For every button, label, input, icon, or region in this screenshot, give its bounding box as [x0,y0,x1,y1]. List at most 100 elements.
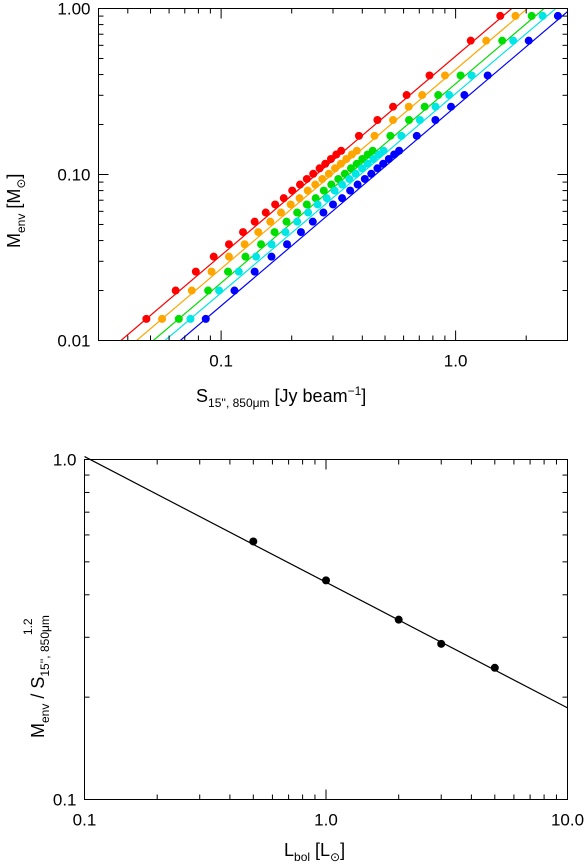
top-series-point [240,240,249,249]
top-series-point [363,159,372,168]
bottom-x-label-rest: [L [310,840,330,860]
top-y-label-rest: [M [4,189,24,214]
top-series-point [425,71,434,80]
top-series-point [209,252,218,261]
top-series-point [527,11,536,20]
top-series-point [368,146,377,155]
top-series-point [353,180,362,189]
top-series-point [447,102,456,111]
top-series-point [346,186,355,195]
top-series-point [405,115,414,124]
top-series-point [370,131,379,140]
top-series-point [389,115,398,124]
bottom-x-label-sun: ⊙ [330,850,340,864]
bottom-y-tick-label: 1.0 [53,451,77,470]
top-series-point [224,240,233,249]
bottom-y-tick-label: 0.1 [53,791,77,810]
top-series-point [281,228,290,237]
bottom-x-label-sub: bol [294,850,310,864]
bottom-data-point [322,576,330,585]
top-series-point [308,217,317,226]
top-series-point [286,200,295,209]
top-series-point [440,71,449,80]
top-series-point [191,267,200,276]
top-series-point [445,91,454,100]
top-series-point [224,267,233,276]
top-series-point [241,252,250,261]
bottom-y-label-main: M [28,723,48,738]
bottom-y-label-sub: env [38,704,52,723]
top-series-point [250,267,259,276]
top-y-label-main: M [4,233,24,248]
bottom-x-tick-label: 1.0 [314,811,338,830]
top-series-line [179,11,568,341]
top-series-point [498,36,507,45]
bottom-data-point [490,663,499,672]
top-series-point [142,314,151,323]
bottom-data-point [394,615,403,624]
top-series-point [467,71,476,80]
top-series-point [187,286,196,295]
bottom-data-point [249,537,258,546]
top-series-point [338,180,347,189]
top-series-point [322,194,331,203]
top-x-label-sub: 15'', 850μm [208,396,270,410]
top-series-point [386,131,395,140]
top-series-point [311,194,320,203]
top-series-point [553,11,562,20]
top-y-label-end: ] [4,174,24,179]
top-series-point [373,115,382,124]
top-series-point [336,159,345,168]
top-series-point [389,102,398,111]
top-series-point [224,252,233,261]
top-series-point [201,314,210,323]
bottom-series-layer [84,456,568,709]
top-series-point [319,208,328,217]
top-y-tick-label: 1.00 [57,0,90,19]
top-series-point [283,240,292,249]
top-series-point [282,217,291,226]
top-series-point [293,217,302,226]
top-series-point [397,131,406,140]
top-x-label-sup: −1 [348,384,362,398]
top-x-label-main: S [196,386,208,406]
top-tick-layer: 0.1 1.0 0.01 0.10 1.00 [57,0,568,371]
top-series-point [347,164,356,173]
bottom-panel: 0.1 1.0 10.0 0.1 1.0 Lbol [L⊙] Menv / S15'',… [21,451,584,865]
bottom-x-label-main: L [284,840,294,860]
top-series-point [252,252,261,261]
top-series-point [271,200,280,209]
top-series-point [330,186,339,195]
top-series-point [524,36,533,45]
top-series-point [509,36,518,45]
top-series-point [324,169,333,178]
top-series-point [345,174,354,183]
top-series-point [318,174,327,183]
top-series-point [384,154,393,163]
top-y-tick-label: 0.10 [57,166,90,185]
top-series-layer [119,8,568,341]
top-series-point [431,102,440,111]
top-series-point [358,154,367,163]
top-series-point [352,159,361,168]
top-series-point [204,286,213,295]
bottom-y-label-sub2: 15'', 850μm [38,615,52,677]
top-series-point [367,169,376,178]
bottom-x-tick-label: 0.1 [73,811,97,830]
top-series-point [334,174,343,183]
top-series-point [337,146,346,155]
top-series-point [270,228,279,237]
bottom-y-label-rest: / S [28,677,48,704]
top-series-point [496,11,505,20]
top-series-point [319,186,328,195]
top-series-point [276,208,285,217]
top-series-point [483,71,492,80]
top-series-point [315,164,324,173]
top-y-label-sub: env [14,214,28,233]
top-series-point [296,180,305,189]
top-series-point [354,131,363,140]
top-series-point [456,71,465,80]
top-series-point [230,286,239,295]
top-x-label-end: ] [361,386,366,406]
